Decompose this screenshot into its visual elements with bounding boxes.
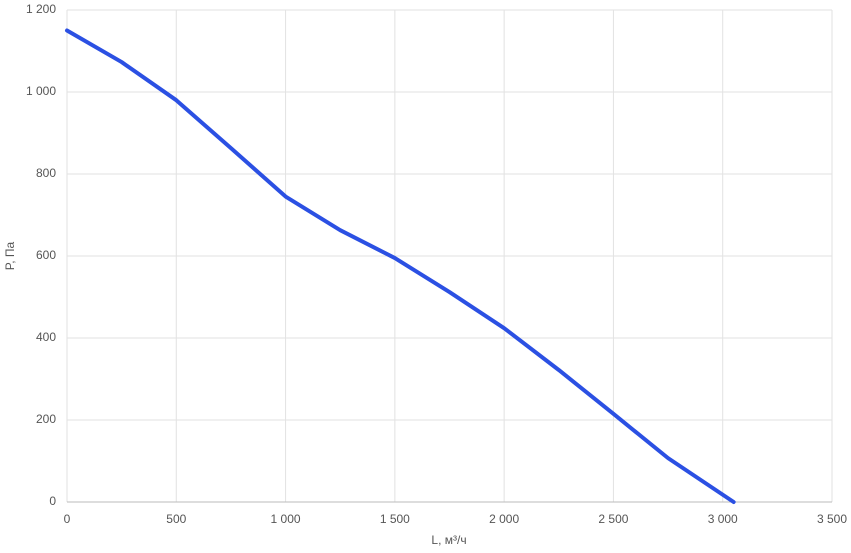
y-tick-label: 0 bbox=[49, 494, 56, 508]
y-tick-label: 1 200 bbox=[26, 2, 56, 16]
y-tick-label: 600 bbox=[36, 248, 56, 262]
y-tick-label: 200 bbox=[36, 412, 56, 426]
y-axis-label: P, Па bbox=[3, 241, 17, 270]
x-tick-label: 500 bbox=[166, 512, 186, 526]
y-tick-label: 1 000 bbox=[26, 84, 56, 98]
x-tick-label: 0 bbox=[64, 512, 71, 526]
y-tick-label: 800 bbox=[36, 166, 56, 180]
x-tick-label: 1 500 bbox=[380, 512, 410, 526]
y-tick-label: 400 bbox=[36, 330, 56, 344]
x-tick-label: 2 000 bbox=[489, 512, 519, 526]
data-line bbox=[65, 28, 736, 504]
x-axis-label: L, м³/ч bbox=[431, 533, 466, 547]
x-tick-label: 3 500 bbox=[817, 512, 847, 526]
x-tick-label: 2 500 bbox=[598, 512, 628, 526]
x-tick-label: 1 000 bbox=[271, 512, 301, 526]
x-tick-label: 3 000 bbox=[708, 512, 738, 526]
